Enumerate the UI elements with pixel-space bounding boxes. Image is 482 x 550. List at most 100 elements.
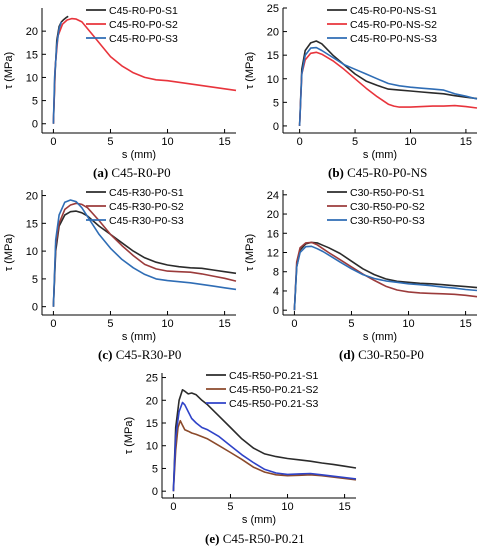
series-line-2 — [52, 202, 237, 307]
y-tick-label: 5 — [32, 274, 38, 286]
y-tick-label: 5 — [152, 463, 158, 475]
legend-label-2: C45-R30-P0-S2 — [109, 201, 184, 213]
x-tick-label: 5 — [107, 318, 113, 330]
legend-label-1: C45-R0-P0-NS-S1 — [350, 5, 437, 17]
legend-label-2: C45-R0-P0-S2 — [109, 19, 178, 31]
y-axis-label: τ (MPa) — [123, 417, 135, 454]
x-tick-label: 5 — [107, 136, 113, 148]
x-tick-label: 0 — [170, 501, 176, 513]
x-tick-label: 15 — [459, 318, 471, 330]
caption-a: (a) C45-R0-P0 — [93, 165, 171, 181]
chart-svg-e: 0 5 10 15 0 5 10 15 20 25 s (mm) τ (MPa) C45-R50-P0.… — [123, 370, 357, 526]
x-tick-label: 10 — [404, 136, 416, 148]
y-tick-label: 15 — [26, 218, 38, 230]
y-tick-label: 12 — [267, 248, 279, 260]
x-tick-label: 15 — [218, 318, 230, 330]
chart-panel-a: 0 5 10 15 0 5 10 15 20 s (mm) τ (MPa) C45-R0-P0-S1 C… — [0, 0, 241, 180]
caption-text-a: C45-R0-P0 — [111, 165, 171, 180]
legend-label-1: C45-R0-P0-S1 — [109, 5, 178, 17]
caption-text-c: C45-R30-P0 — [115, 347, 182, 362]
series-line-3 — [52, 21, 63, 124]
panel-label-a: (a) — [93, 165, 109, 180]
y-tick-label: 20 — [26, 26, 38, 38]
chart-panel-b: 0 5 10 15 0 5 10 15 20 25 s (mm) τ (MPa) C45-R0-P0-N… — [241, 0, 482, 180]
y-tick-label: 15 — [267, 50, 279, 62]
panel-label-c: (c) — [98, 347, 113, 362]
y-tick-label: 0 — [273, 121, 279, 133]
series-line-1 — [293, 241, 478, 311]
series-line-3 — [293, 245, 478, 311]
legend-label-1: C45-R30-P0-S1 — [109, 187, 184, 199]
legend-label-2: C45-R50-P0.21-S2 — [229, 384, 318, 396]
legend-label-3: C45-R0-P0-S3 — [109, 33, 178, 45]
y-tick-label: 4 — [273, 286, 279, 298]
series-line-2 — [172, 419, 357, 492]
caption-b: (b) C45-R0-P0-NS — [328, 165, 427, 181]
y-tick-label: 25 — [267, 3, 279, 15]
caption-e: (e) C45-R50-P0.21 — [205, 531, 305, 547]
y-tick-label: 16 — [267, 228, 279, 240]
y-tick-label: 10 — [26, 246, 38, 258]
x-axis-label: s (mm) — [242, 514, 276, 526]
y-tick-label: 25 — [146, 373, 158, 385]
x-tick-label: 10 — [161, 318, 173, 330]
legend-label-1: C45-R50-P0.21-S1 — [229, 370, 318, 382]
chart-panel-e: 0 5 10 15 0 5 10 15 20 25 s (mm) τ (MPa) C45-R50-P0.… — [120, 365, 361, 550]
y-axis-label: τ (MPa) — [244, 52, 256, 89]
chart-svg-b: 0 5 10 15 0 5 10 15 20 25 s (mm) τ (MPa) C45-R0-P0-N… — [244, 3, 478, 161]
x-tick-label: 0 — [297, 136, 303, 148]
legend-label-3: C45-R0-P0-NS-S3 — [350, 33, 437, 45]
legend-label-1: C30-R50-P0-S1 — [350, 187, 425, 199]
x-tick-label: 15 — [460, 136, 472, 148]
y-tick-label: 0 — [32, 119, 38, 131]
x-tick-label: 5 — [348, 318, 354, 330]
y-tick-label: 5 — [273, 97, 279, 109]
y-tick-label: 20 — [146, 395, 158, 407]
chart-svg-a: 0 5 10 15 0 5 10 15 20 s (mm) τ (MPa) C45-R0-P0-S1 C… — [3, 5, 237, 161]
y-tick-label: 8 — [273, 267, 279, 279]
y-axis-label: τ (MPa) — [3, 234, 15, 271]
x-tick-label: 15 — [218, 136, 230, 148]
y-tick-label: 15 — [26, 49, 38, 61]
y-tick-label: 5 — [32, 96, 38, 108]
y-tick-label: 10 — [26, 72, 38, 84]
chart-panel-c: 0 5 10 15 0 5 10 15 20 s (mm) τ (MPa) C45-R30-P0-S1… — [0, 182, 241, 362]
y-tick-label: 0 — [273, 305, 279, 317]
chart-panel-d: 0 5 10 15 0 4 8 12 16 20 24 s (mm) τ (MPa) C30-R50-P0… — [241, 182, 482, 362]
x-tick-label: 0 — [50, 318, 56, 330]
panel-label-b: (b) — [328, 165, 344, 180]
x-tick-label: 10 — [402, 318, 414, 330]
caption-text-d: C30-R50-P0 — [358, 347, 424, 362]
panel-label-e: (e) — [205, 531, 220, 546]
legend-label-3: C45-R30-P0-S3 — [109, 215, 184, 227]
y-tick-label: 20 — [267, 209, 279, 221]
series-line-3 — [298, 46, 478, 126]
legend-label-2: C30-R50-P0-S2 — [350, 201, 425, 213]
x-tick-label: 0 — [291, 318, 297, 330]
x-tick-label: 5 — [352, 136, 358, 148]
legend-label-3: C45-R50-P0.21-S3 — [229, 398, 318, 410]
series-line-2 — [298, 51, 478, 126]
y-tick-label: 20 — [26, 191, 38, 203]
y-tick-label: 15 — [146, 418, 158, 430]
y-axis-label: τ (MPa) — [244, 234, 256, 271]
x-tick-label: 5 — [227, 501, 233, 513]
series-line-3 — [52, 199, 237, 307]
y-tick-label: 10 — [267, 74, 279, 86]
caption-c: (c) C45-R30-P0 — [98, 347, 181, 363]
y-tick-label: 0 — [152, 486, 158, 498]
y-tick-label: 10 — [146, 441, 158, 453]
caption-text-b: C45-R0-P0-NS — [347, 165, 428, 180]
series-line-1 — [172, 388, 357, 492]
series-line-1 — [52, 210, 237, 307]
caption-text-e: C45-R50-P0.21 — [222, 531, 305, 546]
y-tick-label: 0 — [32, 302, 38, 314]
x-axis-label: s (mm) — [363, 331, 397, 343]
series-line-2 — [52, 17, 237, 124]
x-tick-label: 0 — [50, 136, 56, 148]
x-tick-label: 15 — [338, 501, 350, 513]
x-tick-label: 10 — [161, 136, 173, 148]
x-axis-label: s (mm) — [122, 149, 156, 161]
chart-svg-c: 0 5 10 15 0 5 10 15 20 s (mm) τ (MPa) C45-R30-P0-S1… — [3, 187, 237, 343]
series-line-3 — [172, 401, 357, 492]
